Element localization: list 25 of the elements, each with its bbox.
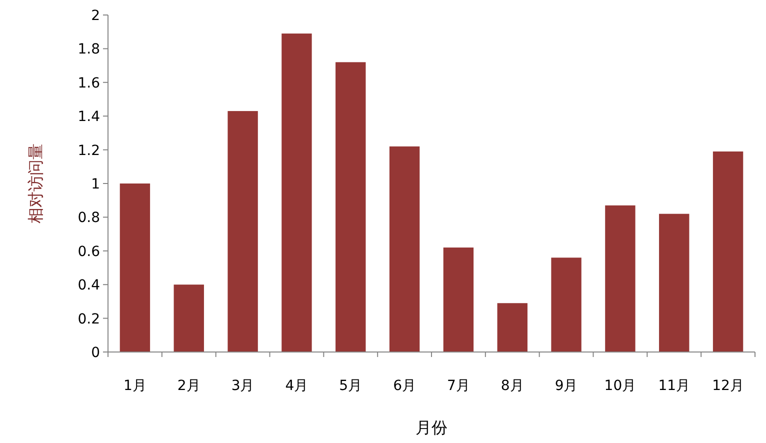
x-tick-label: 4月 [285,378,308,394]
x-tick-label: 2月 [177,378,200,394]
y-tick-label: 1 [91,176,100,192]
y-tick-label: 1.4 [78,109,100,126]
x-tick-label: 1月 [123,378,146,394]
x-tick-label: 10月 [604,378,636,394]
x-tick-label: 6月 [393,378,416,394]
y-tick-label: 1.8 [78,42,100,58]
x-tick-label: 9月 [554,378,578,394]
y-tick-label: 0.8 [78,210,100,226]
y-tick-label: 0.2 [78,311,100,328]
x-tick-label: 12月 [712,378,744,394]
x-axis-title: 月份 [416,418,448,437]
y-tick-label: 0.6 [78,244,100,260]
x-tick-label: 11月 [658,378,690,394]
y-tick-label: 0 [91,345,100,361]
x-tick-label: 8月 [500,378,524,394]
y-tick-label: 0.4 [78,278,100,294]
x-tick-label: 3月 [231,378,254,394]
x-tick-label: 5月 [339,378,362,394]
y-axis-title: 相对访问量 [26,144,45,224]
y-tick-label: 1.2 [78,142,100,159]
x-tick-label: 7月 [446,378,470,394]
y-tick-label: 1.6 [78,75,100,92]
y-tick-label: 2 [91,8,100,24]
